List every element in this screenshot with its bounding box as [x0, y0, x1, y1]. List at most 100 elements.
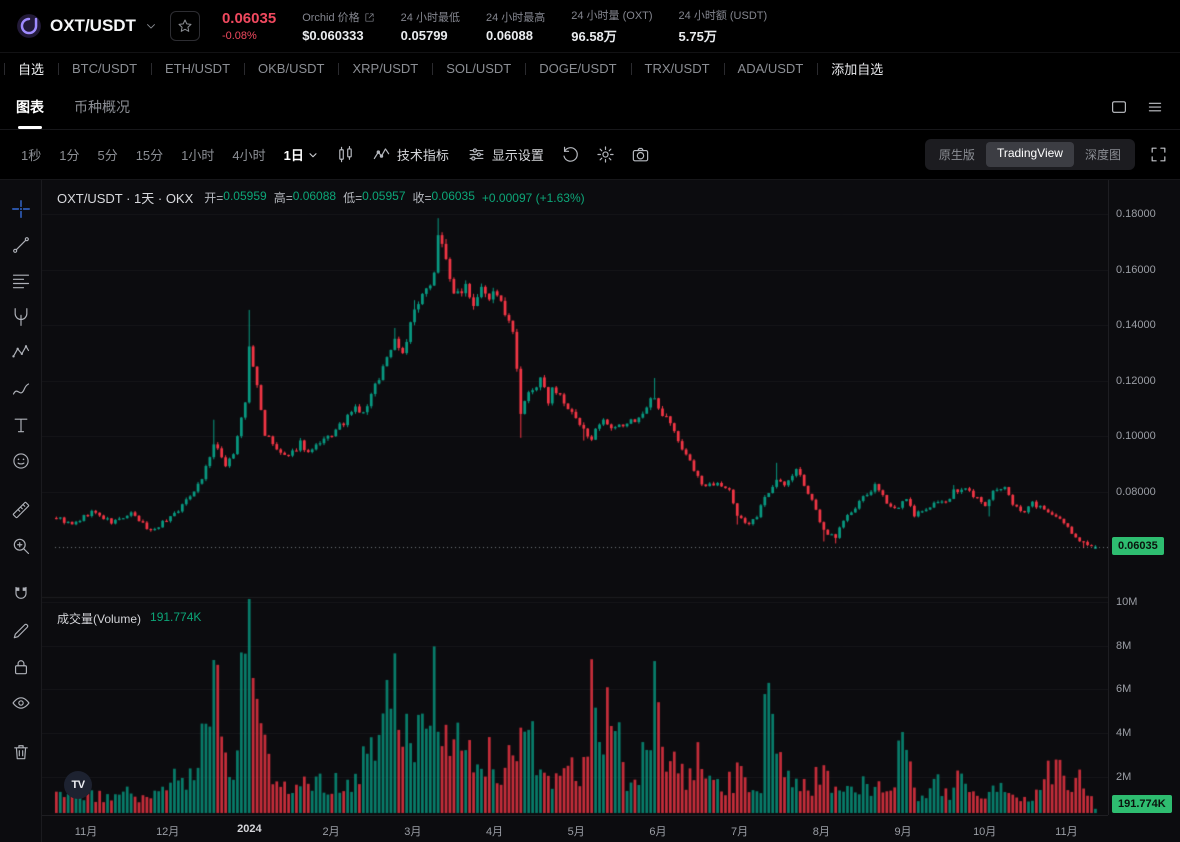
- interval-button[interactable]: 1秒: [21, 148, 42, 163]
- time-tick: 10月: [973, 826, 997, 838]
- orchid-token-logo: [16, 13, 42, 39]
- brush-icon[interactable]: [6, 372, 36, 406]
- interval-button[interactable]: 4小时: [232, 148, 266, 163]
- chart-canvas[interactable]: [42, 180, 1108, 815]
- measure-icon[interactable]: [6, 493, 36, 527]
- chevron-down-icon: [307, 149, 319, 161]
- time-tick: 2024: [237, 823, 262, 835]
- tabs-right-icons: [1110, 84, 1164, 129]
- pattern-icon[interactable]: [6, 336, 36, 370]
- price-change: -0.08%: [221, 30, 257, 42]
- snapshot-button[interactable]: [623, 140, 658, 169]
- price-tick: 0.16000: [1116, 263, 1156, 276]
- price-axis[interactable]: 0.18000 0.16000 0.14000 0.12000 0.10000 0.080…: [1108, 180, 1180, 815]
- stat-orchid-price: Orchid 价格 $0.060333: [302, 9, 374, 43]
- trash-icon[interactable]: [6, 735, 36, 769]
- volume-tick: 8M: [1116, 639, 1132, 652]
- camera-icon: [631, 145, 650, 164]
- stat-24h-low: 24 小时最低 0.05799: [400, 12, 460, 43]
- indicator-icon: [372, 145, 391, 164]
- tradingview-logo[interactable]: TV: [64, 771, 92, 799]
- volume-value: 191.774K: [150, 610, 202, 624]
- watchlist-pair[interactable]: XRP/USDT: [338, 61, 432, 76]
- price-block: 0.06035 -0.08%: [222, 10, 276, 42]
- chart-toolbar: 1秒 1分 5分 15分 1小时: [0, 130, 1180, 180]
- time-tick: 5月: [567, 826, 585, 838]
- chart-mode-switch: 原生版 TradingView 深度图: [924, 139, 1135, 170]
- replay-button[interactable]: [553, 140, 588, 169]
- legend-low: 0.05957: [362, 189, 406, 203]
- pitchfork-icon[interactable]: [6, 300, 36, 334]
- replay-icon: [561, 145, 580, 164]
- chart-area: OXT/USDT · 1天 · OKX 开= 0.05959 高= 0.06088 …: [42, 180, 1180, 842]
- watchlist-pair[interactable]: DOGE/USDT: [525, 61, 630, 76]
- header: OXT/USDT 0.06035 -0.08% Orchid 价格 $0.060…: [0, 0, 1180, 52]
- watchlist-pair[interactable]: OKB/USDT: [244, 61, 338, 76]
- expand-icon: [1149, 145, 1168, 164]
- time-tick: 8月: [812, 826, 830, 838]
- watchlist-pair[interactable]: ADA/USDT: [724, 61, 818, 76]
- time-axis[interactable]: 11月 12月 2024 2月 3月 4月 5月 6月 7月 8月 9月 10月 11月: [42, 815, 1108, 842]
- watchlist-pair[interactable]: BTC/USDT: [58, 61, 151, 76]
- tab-coin-overview[interactable]: 币种概况: [74, 98, 130, 115]
- eye-icon[interactable]: [6, 686, 36, 720]
- watchlist-pair[interactable]: ETH/USDT: [151, 61, 244, 76]
- legend-change: +0.00097 (+1.63%): [481, 190, 585, 205]
- legend-high: 0.06088: [292, 189, 337, 203]
- candle-style-button[interactable]: [328, 140, 363, 169]
- lock-icon[interactable]: [6, 650, 36, 684]
- watchlist-pair[interactable]: TRX/USDT: [631, 61, 724, 76]
- tab-chart[interactable]: 图表: [16, 84, 44, 129]
- last-volume-badge: 191.774K: [1112, 795, 1172, 813]
- chart-settings-button[interactable]: [588, 140, 623, 169]
- watchlist-pair[interactable]: 自选: [4, 59, 58, 78]
- external-link-icon[interactable]: [364, 12, 375, 23]
- volume-tick: 4M: [1116, 727, 1132, 740]
- chart-mode-button[interactable]: TradingView: [985, 142, 1074, 167]
- stat-24h-turnover: 24 小时额 (USDT) 5.75万: [678, 10, 768, 44]
- layout-icon[interactable]: [1110, 98, 1128, 116]
- interval-button[interactable]: 1小时: [181, 148, 215, 163]
- fullscreen-button[interactable]: [1149, 145, 1168, 164]
- chevron-down-icon: [144, 19, 158, 33]
- interval-button[interactable]: 1分: [59, 148, 80, 163]
- chart-mode-button[interactable]: 原生版: [938, 148, 975, 162]
- pair-selector[interactable]: OXT/USDT: [16, 13, 158, 39]
- ohlc-legend: OXT/USDT · 1天 · OKX 开= 0.05959 高= 0.06088 …: [57, 189, 585, 206]
- time-tick: 3月: [404, 826, 422, 838]
- emoji-icon[interactable]: [6, 444, 36, 478]
- indicators-button[interactable]: 技术指标: [363, 140, 458, 169]
- price-tick: 0.14000: [1116, 319, 1156, 332]
- crosshair-icon[interactable]: [6, 192, 36, 226]
- favorite-button[interactable]: [169, 11, 200, 41]
- time-tick: 2月: [322, 826, 340, 838]
- stat-24h-volume: 24 小时量 (OXT) 96.58万: [571, 10, 653, 44]
- watchlist-pair[interactable]: SOL/USDT: [432, 61, 525, 76]
- pair-name: OXT/USDT: [50, 16, 136, 35]
- watchlist-row: 自选 BTC/USDT ETH/USDT OKB/USDT XRP/USDT S…: [0, 52, 1180, 84]
- fib-retracement-icon[interactable]: [6, 264, 36, 298]
- edit-icon[interactable]: [6, 614, 36, 648]
- magnet-icon[interactable]: [6, 578, 36, 612]
- volume-tick: 10M: [1116, 596, 1138, 608]
- price-tick: 0.10000: [1116, 430, 1156, 443]
- trendline-icon[interactable]: [6, 228, 36, 262]
- interval-group: 1秒 1分 5分 15分 1小时: [12, 140, 328, 169]
- watchlist-pair[interactable]: 添加自选: [817, 59, 897, 78]
- interval-button[interactable]: 5分: [97, 148, 118, 163]
- gear-icon: [596, 145, 615, 164]
- zoom-in-icon[interactable]: [6, 529, 36, 563]
- time-tick: 12月: [156, 826, 180, 838]
- text-icon[interactable]: [6, 408, 36, 442]
- volume-legend: 成交量(Volume) 191.774K: [57, 610, 202, 626]
- chart-mode-button[interactable]: 深度图: [1084, 148, 1121, 162]
- interval-button[interactable]: 15分: [135, 148, 164, 163]
- legend-symbol: OXT/USDT · 1天 · OKX: [57, 191, 194, 206]
- list-icon[interactable]: [1146, 98, 1164, 116]
- legend-open: 0.05959: [223, 189, 267, 203]
- last-price-badge: 0.06035: [1112, 537, 1164, 555]
- time-tick: 4月: [485, 826, 504, 838]
- last-price: 0.06035: [221, 10, 277, 27]
- interval-button[interactable]: 1日: [275, 140, 328, 169]
- display-settings-button[interactable]: 显示设置: [458, 140, 553, 169]
